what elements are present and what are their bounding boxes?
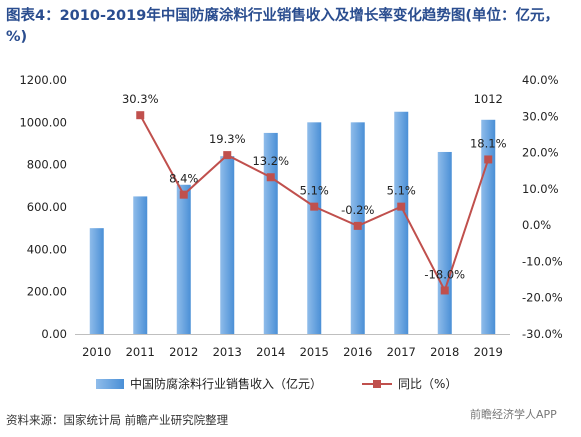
growth-marker bbox=[353, 221, 362, 230]
growth-data-label: 8.4% bbox=[169, 172, 198, 186]
y-right-tick-label: -20.0% bbox=[522, 291, 563, 305]
growth-data-label: 5.1% bbox=[300, 184, 329, 198]
growth-data-label: 30.3% bbox=[122, 92, 159, 106]
growth-marker bbox=[179, 190, 188, 199]
x-tick-label: 2016 bbox=[343, 345, 372, 359]
bar bbox=[481, 119, 496, 334]
growth-data-label: 18.1% bbox=[470, 136, 507, 150]
watermark-text: 前瞻经济学人APP bbox=[470, 408, 557, 421]
growth-marker bbox=[136, 111, 145, 120]
y-left-tick-label: 1000.00 bbox=[19, 115, 67, 129]
bar bbox=[394, 111, 409, 334]
x-tick-label: 2011 bbox=[126, 345, 155, 359]
growth-marker bbox=[310, 202, 319, 211]
x-tick-label: 2015 bbox=[300, 345, 329, 359]
bar bbox=[133, 196, 148, 334]
bar bbox=[220, 156, 235, 334]
x-tick-label: 2017 bbox=[387, 345, 416, 359]
x-tick-label: 2014 bbox=[256, 345, 285, 359]
legend-bar-label: 中国防腐涂料行业销售收入（亿元） bbox=[130, 376, 322, 391]
bar-data-label: 1012 bbox=[474, 92, 503, 106]
growth-marker bbox=[266, 173, 275, 182]
y-right-tick-label: 30.0% bbox=[522, 109, 559, 123]
growth-data-label: -0.2% bbox=[341, 203, 374, 217]
bar bbox=[307, 122, 322, 334]
growth-data-label: 19.3% bbox=[209, 132, 246, 146]
y-left-tick-label: 200.00 bbox=[27, 285, 67, 299]
x-tick-label: 2019 bbox=[474, 345, 503, 359]
y-right-tick-label: 0.0% bbox=[522, 218, 551, 232]
growth-data-label: -18.0% bbox=[424, 267, 465, 281]
y-right-tick-label: 40.0% bbox=[522, 73, 559, 87]
y-left-tick-label: 600.00 bbox=[27, 200, 67, 214]
y-right-tick-label: 10.0% bbox=[522, 182, 559, 196]
y-left-tick-label: 800.00 bbox=[27, 158, 67, 172]
growth-marker bbox=[484, 155, 493, 164]
legend-line-marker bbox=[373, 380, 381, 388]
growth-marker bbox=[223, 151, 232, 160]
y-left-tick-label: 1200.00 bbox=[19, 73, 67, 87]
bar bbox=[176, 184, 191, 334]
y-left-tick-label: 400.00 bbox=[27, 242, 67, 256]
growth-data-label: 13.2% bbox=[252, 154, 289, 168]
x-tick-label: 2013 bbox=[213, 345, 242, 359]
growth-data-label: 5.1% bbox=[387, 184, 416, 198]
growth-marker bbox=[440, 286, 449, 295]
legend-bar-swatch bbox=[96, 379, 124, 389]
x-tick-label: 2018 bbox=[430, 345, 459, 359]
source-note: 资料来源：国家统计局 前瞻产业研究院整理 bbox=[6, 413, 229, 427]
y-left-tick-label: 0.00 bbox=[41, 327, 67, 341]
legend-line-label: 同比（%） bbox=[398, 377, 457, 391]
bar bbox=[89, 228, 104, 334]
x-tick-label: 2010 bbox=[82, 345, 111, 359]
y-right-tick-label: -30.0% bbox=[522, 327, 563, 341]
x-tick-label: 2012 bbox=[169, 345, 198, 359]
y-right-tick-label: -10.0% bbox=[522, 254, 563, 268]
y-right-tick-label: 20.0% bbox=[522, 146, 559, 160]
growth-marker bbox=[397, 202, 406, 211]
bar bbox=[437, 151, 452, 334]
bar bbox=[263, 132, 278, 334]
chart-title: 图表4：2010-2019年中国防腐涂料行业销售收入及增长率变化趋势图(单位：亿… bbox=[6, 8, 559, 45]
